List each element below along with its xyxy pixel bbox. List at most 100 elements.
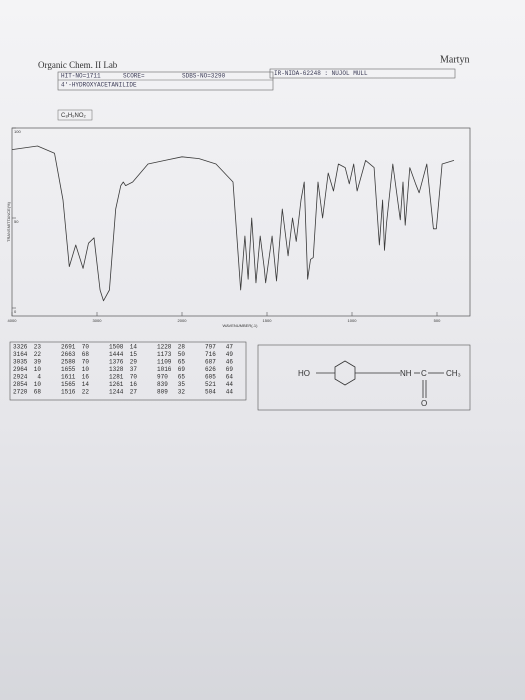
peak-transmittance: 39	[34, 359, 42, 366]
peak-transmittance: 23	[34, 344, 42, 351]
peak-transmittance: 22	[34, 351, 42, 358]
x-tick-label: 3000	[93, 318, 103, 323]
formula-box	[57, 109, 93, 121]
peak-transmittance: 15	[130, 351, 138, 358]
peak-transmittance: 37	[130, 366, 138, 373]
peak-wavenumber: 605	[205, 374, 216, 381]
x-tick-label: 2000	[178, 318, 188, 323]
peak-wavenumber: 1281	[109, 374, 124, 381]
peak-wavenumber: 970	[157, 374, 168, 381]
y-tick-label: 0	[14, 309, 17, 314]
peak-transmittance: 49	[226, 351, 234, 358]
peak-wavenumber: 1376	[109, 359, 124, 366]
peak-table-frame	[9, 341, 247, 401]
peak-transmittance: 70	[130, 374, 138, 381]
peak-wavenumber: 1016	[157, 366, 172, 373]
code-box	[269, 68, 456, 79]
x-tick-label: 500	[434, 318, 441, 323]
peak-wavenumber: 1228	[157, 344, 172, 351]
x-tick-label: 1000	[348, 318, 358, 323]
peak-transmittance: 10	[34, 381, 42, 388]
atom-label: O	[421, 399, 427, 408]
peak-transmittance: 22	[82, 389, 90, 396]
atom-label: C	[421, 369, 427, 378]
peak-transmittance: 65	[178, 374, 186, 381]
atom-label: CH₃	[446, 369, 461, 378]
peak-wavenumber: 3326	[13, 344, 28, 351]
structure-frame	[257, 344, 471, 411]
peak-transmittance: 64	[226, 374, 234, 381]
formula: C₈H₉NO₂	[61, 113, 87, 119]
peak-transmittance: 50	[178, 351, 186, 358]
hit-no: HIT-NO=1711	[61, 73, 101, 80]
peak-transmittance: 35	[178, 381, 186, 388]
peak-wavenumber: 687	[205, 359, 216, 366]
peak-wavenumber: 1173	[157, 351, 172, 358]
peak-transmittance: 46	[226, 359, 234, 366]
peak-transmittance: 27	[130, 389, 138, 396]
peak-transmittance: 44	[226, 381, 234, 388]
peak-wavenumber: 809	[157, 389, 168, 396]
peak-wavenumber: 1508	[109, 344, 124, 351]
peak-transmittance: 69	[178, 366, 186, 373]
peak-transmittance: 10	[34, 366, 42, 373]
peak-transmittance: 16	[130, 381, 138, 388]
peak-wavenumber: 2580	[61, 359, 76, 366]
peak-transmittance: 68	[34, 389, 42, 396]
peak-wavenumber: 521	[205, 381, 216, 388]
peak-transmittance: 29	[130, 359, 138, 366]
peak-transmittance: 28	[178, 344, 186, 351]
peak-wavenumber: 1109	[157, 359, 172, 366]
peak-wavenumber: 1565	[61, 381, 76, 388]
peak-wavenumber: 716	[205, 351, 216, 358]
spectrum-line	[11, 145, 455, 302]
peak-transmittance: 68	[82, 351, 90, 358]
benzene-ring	[334, 360, 356, 386]
x-tick-label: 4000	[8, 318, 18, 323]
signature: Martyn	[440, 54, 469, 65]
y-tick-label: 50	[14, 219, 19, 224]
peak-wavenumber: 2854	[13, 381, 28, 388]
peak-wavenumber: 2691	[61, 344, 76, 351]
peak-wavenumber: 3164	[13, 351, 28, 358]
peak-wavenumber: 1244	[109, 389, 124, 396]
peak-transmittance: 10	[82, 366, 90, 373]
peak-wavenumber: 3035	[13, 359, 28, 366]
peak-wavenumber: 626	[205, 366, 216, 373]
course: Organic Chem. II Lab	[38, 60, 118, 70]
sdbs-no: SDBS-NO=3290	[182, 73, 226, 80]
peak-transmittance: 16	[82, 374, 90, 381]
peak-wavenumber: 2964	[13, 366, 28, 373]
peak-wavenumber: 1328	[109, 366, 124, 373]
peak-transmittance: 70	[82, 359, 90, 366]
ir-code: IR-NIDA-62248 : NUJOL MULL	[274, 70, 368, 77]
peak-wavenumber: 797	[205, 344, 216, 351]
peak-table: 3326 23 2691 70 1508 14 1228 28 797 47 3164 22 2663 6…	[13, 344, 233, 396]
plot: 0 50 100 4000 3000 2000 1500 1000 500	[8, 127, 455, 323]
header-box	[57, 71, 274, 91]
peak-transmittance: 65	[178, 359, 186, 366]
peak-wavenumber: 2720	[13, 389, 28, 396]
peak-transmittance: 44	[226, 389, 234, 396]
x-tick-label: 1500	[263, 318, 273, 323]
peak-transmittance: 69	[226, 366, 234, 373]
peak-wavenumber: 2663	[61, 351, 76, 358]
y-axis-label: TRANSMITTANCE(%)	[6, 201, 11, 242]
peak-wavenumber: 1611	[61, 374, 76, 381]
peak-wavenumber: 2924	[13, 374, 28, 381]
peak-wavenumber: 839	[157, 381, 168, 388]
peak-transmittance: 47	[226, 344, 234, 351]
peak-wavenumber: 1655	[61, 366, 76, 373]
peak-transmittance: 14	[130, 344, 138, 351]
y-tick-label: 100	[14, 129, 21, 134]
peak-wavenumber: 1261	[109, 381, 124, 388]
x-axis-label: WAVENUMBER(-1)	[223, 323, 259, 328]
score: SCORE=	[123, 73, 145, 80]
peak-transmittance: 70	[82, 344, 90, 351]
peak-transmittance: 32	[178, 389, 186, 396]
atom-label: NH	[400, 369, 412, 378]
compound: 4'-HYDROXYACETANILIDE	[61, 82, 137, 89]
